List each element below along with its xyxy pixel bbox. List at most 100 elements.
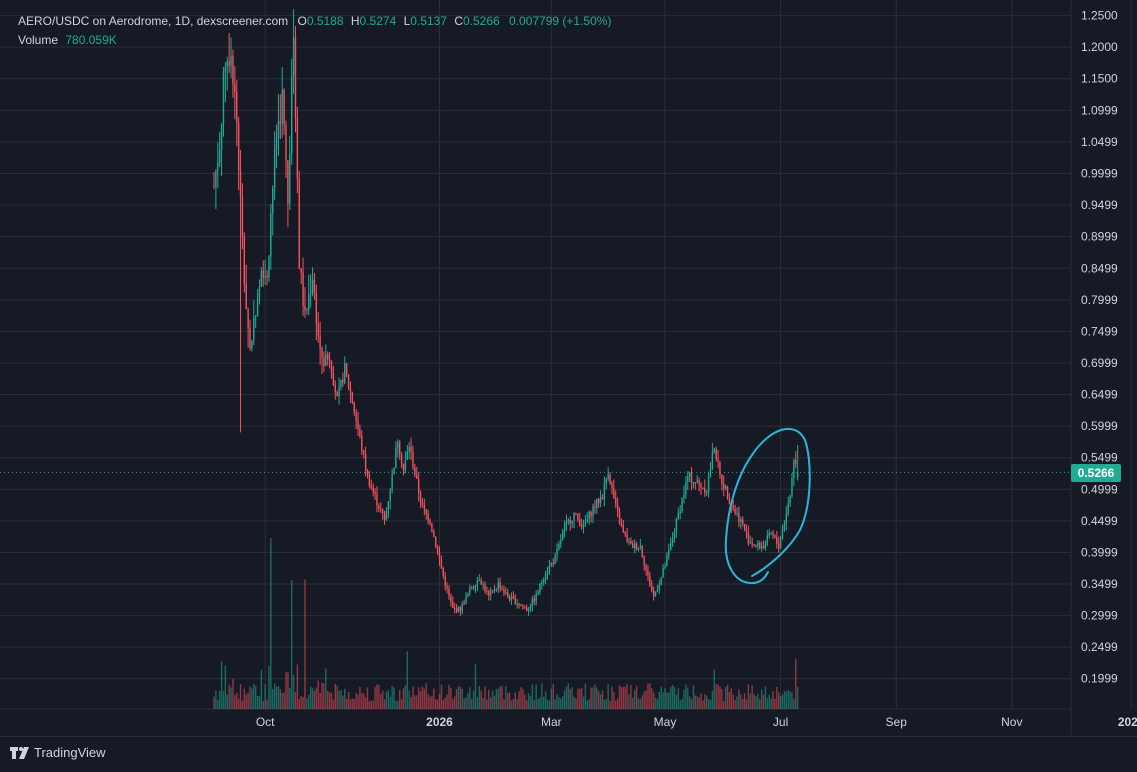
- candle-body: [336, 392, 338, 397]
- candle-body: [311, 279, 314, 294]
- candle-body: [294, 37, 297, 119]
- volume-bar: [353, 699, 355, 709]
- time-tick-label: 2027: [1118, 715, 1137, 729]
- volume-bar: [537, 699, 539, 709]
- volume-bar: [304, 579, 306, 709]
- candle-body: [793, 459, 795, 478]
- volume-bar: [533, 699, 535, 709]
- volume-bar: [590, 687, 592, 709]
- candle-body: [723, 483, 725, 489]
- volume-bar: [740, 694, 742, 709]
- volume-bar: [355, 692, 357, 709]
- volume-bar: [471, 698, 473, 709]
- candle-body: [779, 538, 782, 549]
- volume-bar: [482, 697, 484, 709]
- volume-bar: [491, 690, 494, 709]
- candle-body: [671, 537, 674, 544]
- volume-bar: [387, 689, 390, 709]
- candle-body: [611, 483, 613, 488]
- volume-bar: [563, 690, 566, 709]
- candle-body: [706, 491, 708, 493]
- price-tick-label: 0.7999: [1081, 293, 1118, 307]
- candle-body: [796, 472, 799, 478]
- volume-bar: [772, 690, 774, 709]
- candle-body: [493, 589, 496, 591]
- volume-bar: [668, 692, 670, 709]
- candle-body: [234, 84, 236, 92]
- volume-bar: [505, 686, 507, 709]
- candle-body: [592, 506, 594, 517]
- candle-body: [512, 596, 515, 599]
- volume-bar: [389, 696, 391, 709]
- candle-body: [507, 592, 509, 598]
- candle-body: [584, 522, 587, 524]
- volume-bar: [332, 699, 335, 709]
- candle-body: [323, 357, 325, 366]
- volume-bar: [789, 691, 791, 709]
- candle-body: [397, 442, 399, 448]
- price-tick-label: 0.2999: [1081, 609, 1118, 623]
- candle-body: [577, 513, 579, 520]
- candle-body: [258, 286, 261, 300]
- candle-body: [290, 76, 293, 154]
- candle-body: [262, 270, 264, 278]
- candle-body: [768, 532, 770, 536]
- volume-bar: [762, 694, 765, 709]
- candle-body: [546, 571, 549, 574]
- volume-bar: [596, 687, 598, 709]
- candle-body: [374, 491, 376, 495]
- candle-body: [563, 524, 566, 532]
- price-tick-label: 1.1500: [1081, 72, 1118, 86]
- candle-body: [412, 451, 414, 468]
- candle-body: [766, 535, 769, 544]
- price-tick-label: 1.2000: [1081, 40, 1118, 54]
- volume-bar: [760, 689, 763, 709]
- tradingview-brand[interactable]: TradingView: [10, 745, 106, 760]
- volume-bar: [241, 700, 244, 709]
- candle-body: [440, 559, 443, 569]
- candle-body: [601, 497, 604, 500]
- volume-bar: [281, 693, 283, 709]
- candle-body: [315, 292, 318, 324]
- candle-body: [738, 513, 740, 522]
- volume-bar: [488, 689, 490, 709]
- candle-body: [501, 588, 503, 590]
- candle-body: [436, 547, 439, 552]
- volume-bar: [641, 695, 643, 709]
- candle-body: [247, 309, 249, 329]
- candle-body: [414, 467, 416, 476]
- price-tick-label: 0.5499: [1081, 451, 1118, 465]
- volume-bar: [749, 693, 751, 709]
- candle-body: [666, 555, 668, 566]
- candle-body: [476, 580, 479, 587]
- candle-body: [717, 458, 719, 462]
- volume-bar: [302, 696, 304, 709]
- volume-bar: [391, 685, 393, 709]
- candle-body: [228, 61, 230, 66]
- candle-body: [273, 149, 276, 189]
- volume-bar: [450, 687, 452, 709]
- candle-body: [452, 601, 454, 609]
- candle-body: [787, 503, 789, 514]
- price-tick-label: 0.7499: [1081, 324, 1118, 338]
- candle-body: [308, 294, 310, 310]
- candle-body: [774, 535, 776, 538]
- volume-bar: [338, 690, 340, 709]
- price-tick-label: 0.1999: [1081, 672, 1118, 686]
- volume-bar: [469, 687, 471, 709]
- candle-body: [760, 546, 763, 549]
- candle-body: [503, 589, 505, 593]
- candle-body: [687, 476, 689, 482]
- volume-bar: [560, 698, 562, 709]
- volume-bar: [626, 684, 628, 709]
- candle-body: [573, 513, 575, 521]
- brand-name: TradingView: [34, 745, 106, 760]
- price-tick-label: 0.4999: [1081, 482, 1118, 496]
- candle-body: [435, 536, 437, 548]
- candle-body: [753, 544, 755, 546]
- candle-body: [217, 162, 219, 172]
- volume-bar: [315, 687, 318, 709]
- volume-bar: [499, 686, 501, 709]
